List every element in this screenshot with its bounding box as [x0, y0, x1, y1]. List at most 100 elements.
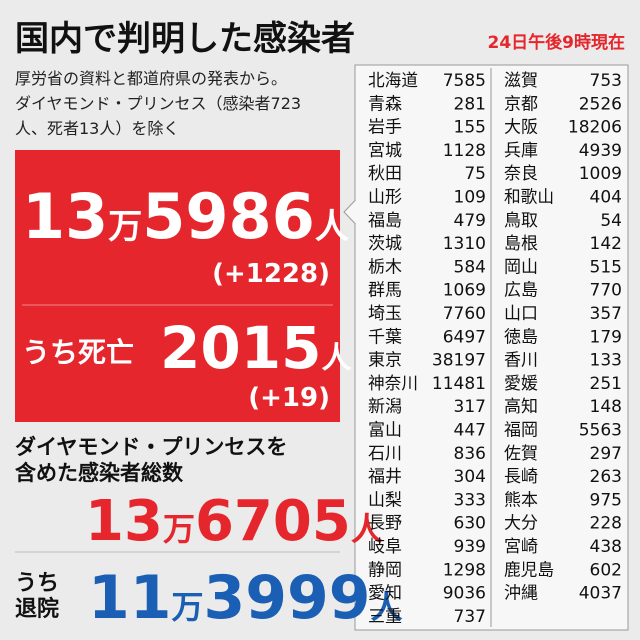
- prefecture-name: 長野: [368, 514, 402, 534]
- prefecture-name: 千葉: [368, 327, 402, 347]
- prefecture-count: 142: [590, 234, 622, 254]
- number: 3999: [204, 563, 371, 633]
- prefecture-count: 753: [590, 71, 622, 91]
- prefecture-count: 2526: [579, 94, 622, 114]
- prefecture-count: 1298: [443, 560, 486, 580]
- prefecture-count: 155: [454, 118, 486, 138]
- prefecture-count: 4037: [579, 584, 622, 604]
- prefecture-count: 38197: [432, 351, 486, 371]
- prefecture-count: 602: [590, 560, 622, 580]
- prefecture-count: 263: [590, 467, 622, 487]
- unit: 人: [371, 588, 403, 626]
- prefecture-count: 281: [454, 94, 486, 114]
- prefecture-count: 5563: [579, 421, 622, 441]
- prefecture-name: 秋田: [368, 164, 402, 184]
- recovered-label: うち: [15, 571, 59, 596]
- number: 13: [22, 180, 108, 253]
- prefecture-name: 和歌山: [504, 188, 554, 208]
- prefecture-count: 11481: [432, 374, 486, 394]
- prefecture-name: 山口: [504, 304, 538, 324]
- prefecture-name: 香川: [504, 351, 538, 371]
- prefecture-count: 1009: [579, 164, 622, 184]
- prefecture-count: 4939: [579, 141, 622, 161]
- unit: 人: [351, 510, 383, 548]
- prefecture-name: 埼玉: [368, 304, 402, 324]
- prefecture-name: 広島: [504, 281, 538, 301]
- prefecture-count: 1310: [443, 234, 486, 254]
- number: 5986: [142, 180, 315, 253]
- prefecture-count: 75: [464, 164, 486, 184]
- unit: 万: [172, 588, 204, 626]
- prefecture-count: 630: [454, 514, 486, 534]
- prefecture-name: 福井: [368, 467, 402, 487]
- prefecture-name: 岩手: [368, 118, 402, 138]
- prefecture-name: 北海道: [368, 71, 418, 91]
- total-label: 含めた感染者総数: [15, 461, 184, 485]
- prefecture-name: 島根: [504, 234, 538, 254]
- prefecture-count: 7760: [443, 304, 486, 324]
- prefecture-name: 山形: [368, 188, 402, 208]
- timestamp: 24日午後9時現在: [488, 32, 626, 53]
- prefecture-name: 石川: [368, 444, 402, 464]
- prefecture-name: 福島: [368, 211, 402, 231]
- prefecture-name: 徳島: [504, 327, 538, 347]
- prefecture-name: 栃木: [368, 257, 402, 277]
- prefecture-count: 228: [590, 514, 622, 534]
- prefecture-count: 304: [454, 467, 486, 487]
- recovered-count: 11万3999人: [88, 563, 403, 633]
- infected-count: 13万5986人: [22, 180, 349, 253]
- prefecture-count: 179: [590, 327, 622, 347]
- prefecture-name: 佐賀: [504, 444, 538, 464]
- deaths-count: 2015人: [160, 314, 351, 382]
- prefecture-count: 6497: [443, 327, 486, 347]
- unit: 人: [315, 207, 349, 247]
- prefecture-name: 滋賀: [504, 71, 538, 91]
- prefecture-name: 長崎: [504, 467, 538, 487]
- deaths-change: (+19): [248, 383, 330, 413]
- prefecture-name: 鳥取: [504, 211, 538, 231]
- total-label: ダイヤモンド・プリンセスを: [15, 435, 287, 459]
- prefecture-count: 357: [590, 304, 622, 324]
- number: 6705: [195, 489, 351, 554]
- prefecture-count: 939: [454, 537, 486, 557]
- number: 11: [88, 563, 172, 633]
- prefecture-name: 神奈川: [368, 374, 418, 394]
- prefecture-name: 兵庫: [504, 141, 538, 161]
- prefecture-count: 975: [590, 490, 622, 510]
- prefecture-name: 岐阜: [368, 537, 402, 557]
- prefecture-count: 148: [590, 397, 622, 417]
- prefecture-count: 770: [590, 281, 622, 301]
- prefecture-name: 岡山: [504, 257, 538, 277]
- prefecture-count: 515: [590, 257, 622, 277]
- prefecture-name: 大阪: [504, 118, 538, 138]
- prefecture-count: 479: [454, 211, 486, 231]
- prefecture-name: 愛知: [368, 584, 402, 604]
- prefecture-count: 109: [454, 188, 486, 208]
- total-count: 13万6705人: [85, 489, 383, 554]
- prefecture-name: 鹿児島: [504, 560, 554, 580]
- prefecture-count: 7585: [443, 71, 486, 91]
- prefecture-name: 宮崎: [504, 537, 538, 557]
- number: 2015: [160, 314, 321, 382]
- pointer: [343, 199, 356, 225]
- prefecture-count: 317: [454, 397, 486, 417]
- prefecture-count: 404: [590, 188, 622, 208]
- prefecture-count: 133: [590, 351, 622, 371]
- prefecture-name: 青森: [368, 94, 402, 114]
- note-line: ダイヤモンド・プリンセス（感染者723: [15, 94, 301, 113]
- prefecture-count: 737: [454, 607, 486, 627]
- prefecture-name: 奈良: [504, 164, 538, 184]
- prefecture-name: 福岡: [504, 421, 538, 441]
- prefecture-name: 愛媛: [504, 374, 538, 394]
- prefecture-name: 大分: [504, 514, 538, 534]
- red-panel: [15, 150, 340, 422]
- prefecture-count: 1128: [443, 141, 486, 161]
- prefecture-count: 447: [454, 421, 486, 441]
- unit: 万: [108, 207, 142, 247]
- prefecture-name: 高知: [504, 397, 538, 417]
- prefecture-name: 宮城: [368, 141, 402, 161]
- note-line: 厚労省の資料と都道府県の発表から。: [15, 69, 287, 88]
- prefecture-count: 9036: [443, 584, 486, 604]
- prefecture-count: 333: [454, 490, 486, 510]
